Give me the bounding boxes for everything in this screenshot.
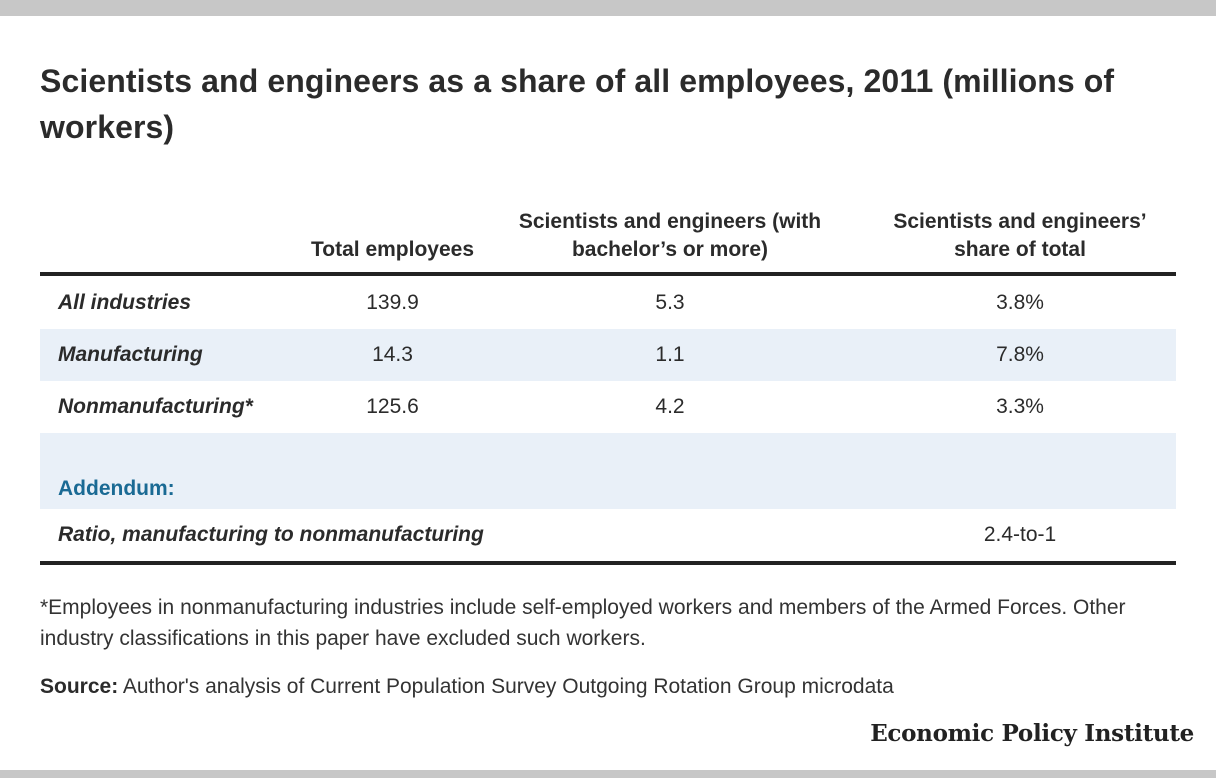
cell-total-employees: 125.6 — [366, 395, 419, 418]
table-row: Manufacturing 14.3 1.1 7.8% — [40, 329, 1176, 381]
top-frame-bar — [0, 0, 1216, 16]
source-label: Source: — [40, 675, 119, 698]
cell-share-of-total: 3.3% — [996, 395, 1044, 418]
addendum-heading: Addendum: — [58, 477, 175, 500]
column-header-share-of-total: Scientists and engineers’ share of total — [893, 210, 1147, 261]
source-line: Source: Author's analysis of Current Pop… — [40, 672, 1180, 702]
cell-share-of-total: 3.8% — [996, 291, 1044, 314]
cell-scientists-engineers: 1.1 — [655, 343, 685, 366]
row-label: All industries — [58, 291, 192, 314]
column-header-scientists-engineers: Scientists and engineers (with bachelor’… — [518, 210, 822, 261]
cell-total-employees: 139.9 — [366, 291, 419, 314]
header-rule — [40, 272, 1176, 276]
ratio-value: 2.4-to-1 — [983, 523, 1057, 546]
table-row: Ratio, manufacturing to nonmanufacturing… — [40, 509, 1176, 561]
column-header-total-employees: Total employees — [311, 238, 474, 261]
data-table: Total employees Scientists and engineers… — [40, 176, 1176, 270]
table-row: All industries 139.9 5.3 3.8% — [40, 277, 1176, 329]
table-row: Nonmanufacturing* 125.6 4.2 3.3% — [40, 381, 1176, 433]
source-text: Author's analysis of Current Population … — [118, 675, 894, 698]
brand-logo-text: Economic Policy Institute — [870, 720, 1194, 747]
row-label: Nonmanufacturing* — [58, 395, 253, 418]
bottom-frame-bar — [0, 770, 1216, 778]
ratio-label: Ratio, manufacturing to nonmanufacturing — [58, 523, 484, 546]
row-label: Manufacturing — [58, 343, 203, 366]
table-header-row: Total employees Scientists and engineers… — [40, 176, 1176, 270]
footer-rule — [40, 561, 1176, 565]
chart-title: Scientists and engineers as a share of a… — [40, 63, 1115, 145]
cell-scientists-engineers: 4.2 — [655, 395, 685, 418]
cell-share-of-total: 7.8% — [996, 343, 1044, 366]
cell-total-employees: 14.3 — [372, 343, 413, 366]
addendum-row: Addendum: — [40, 433, 1176, 509]
cell-scientists-engineers: 5.3 — [655, 291, 685, 314]
footnote: *Employees in nonmanufacturing industrie… — [40, 596, 1126, 650]
